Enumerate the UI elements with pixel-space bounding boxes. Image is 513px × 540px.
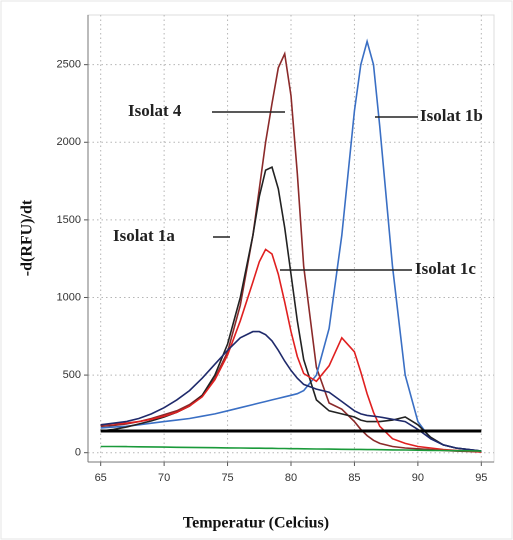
- x-tick-label: 80: [285, 472, 297, 484]
- series-line: [100, 330, 482, 452]
- y-tick-label: 2500: [57, 59, 81, 71]
- x-tick-label: 90: [412, 472, 424, 484]
- annotation: Isolat 1b: [420, 106, 483, 125]
- x-tick-label: 85: [348, 472, 360, 484]
- y-tick-label: 2000: [57, 136, 81, 148]
- series-line: [100, 248, 482, 453]
- series-line: [100, 51, 482, 453]
- x-axis-title: Temperatur (Celcius): [183, 515, 329, 532]
- y-axis-title: -d(RFU)/dt: [19, 199, 36, 276]
- y-tick-label: 1500: [57, 214, 81, 226]
- x-tick-label: 65: [95, 472, 107, 484]
- y-tick-label: 500: [63, 369, 81, 381]
- annotation: Isolat 4: [128, 101, 182, 120]
- x-tick-label: 95: [475, 472, 487, 484]
- series-line: [100, 38, 482, 452]
- annotation: Isolat 1c: [415, 259, 476, 278]
- x-tick-label: 70: [158, 472, 170, 484]
- series-line: [100, 445, 482, 452]
- plot-area: [87, 14, 495, 463]
- x-tick-label: 75: [221, 472, 233, 484]
- y-tick-label: 0: [75, 447, 81, 459]
- annotation: Isolat 1a: [113, 226, 175, 245]
- y-tick-label: 1000: [57, 291, 81, 303]
